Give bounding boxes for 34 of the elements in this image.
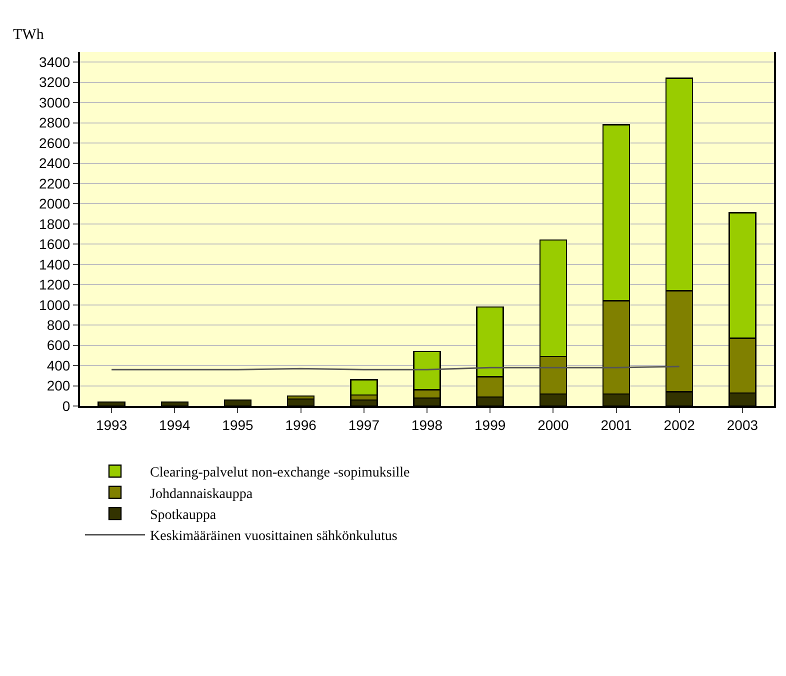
- y-tick-label: 3200: [39, 74, 70, 90]
- y-tick-label: 3400: [39, 54, 70, 70]
- x-tick-label: 1999: [474, 416, 506, 433]
- x-tick-label: 1996: [285, 416, 317, 433]
- y-tick-label: 3000: [39, 94, 70, 110]
- y-tick-label: 0: [62, 398, 70, 414]
- y-tick-label: 200: [46, 378, 70, 394]
- legend-label: Keskimääräinen vuosittainen sähkönkulutus: [150, 529, 398, 544]
- y-tick-label: 400: [46, 357, 70, 374]
- x-tick-label: 2003: [726, 416, 758, 433]
- legend-label: Johdannaiskauppa: [150, 486, 254, 502]
- x-tick-label: 2000: [538, 416, 569, 433]
- y-tick-label: 2000: [39, 196, 70, 212]
- y-tick-label: 600: [46, 337, 70, 354]
- y-axis-title: TWh: [13, 27, 44, 43]
- y-tick-label: 1200: [39, 276, 70, 293]
- legend-label: Clearing-palvelut non-exchange -sopimuksille: [150, 466, 410, 481]
- y-tick-label: 1800: [39, 216, 70, 232]
- y-tick-label: 2200: [39, 175, 70, 192]
- x-tick-label: 2002: [664, 416, 696, 433]
- y-tick-label: 800: [46, 316, 70, 333]
- x-tick-label: 2001: [600, 416, 632, 433]
- y-tick-label: 2800: [39, 114, 70, 131]
- x-tick-label: 1997: [348, 416, 380, 433]
- x-tick-label: 1995: [222, 416, 254, 433]
- x-tick-label: 1993: [96, 416, 128, 433]
- y-tick-label: 2600: [39, 134, 70, 151]
- x-tick-label: 1994: [159, 416, 190, 433]
- y-tick-label: 1600: [39, 236, 70, 252]
- legend-label: Spotkauppa: [150, 508, 217, 524]
- y-tick-label: 2400: [39, 155, 70, 172]
- y-tick-label: 1000: [39, 296, 70, 313]
- y-tick-label: 1400: [39, 256, 70, 272]
- x-tick-label: 1998: [411, 416, 443, 433]
